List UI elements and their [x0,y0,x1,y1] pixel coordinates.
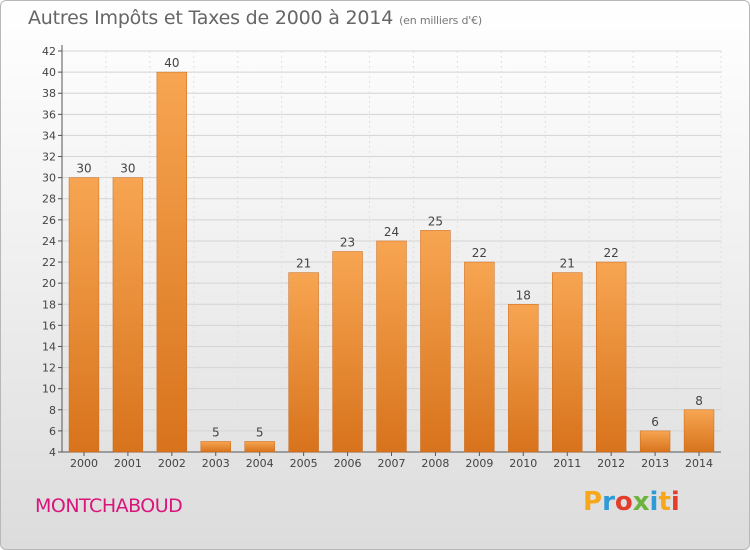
y-tick-label: 40 [42,66,56,79]
bar-2001 [112,177,144,453]
y-tick-label: 30 [42,172,56,185]
y-tick-label: 26 [42,214,56,227]
y-tick-label: 32 [42,151,56,164]
y-tick-label: 10 [42,383,56,396]
value-label-2006: 23 [340,236,355,250]
bar-2008 [420,230,451,453]
labels: 4 6 8 10 12 14 16 18 20 22 24 26 28 30 32 34 36 38 40 42 30 2… [42,45,713,470]
value-label-2011: 21 [560,257,575,271]
y-tick-label: 14 [42,340,56,353]
value-label-2001: 30 [120,162,135,176]
y-tick-label: 42 [42,45,56,58]
bar-2012 [595,261,627,453]
y-tick-label: 36 [42,108,56,121]
x-tick-label: 2000 [70,457,98,470]
logo-letter: P [583,487,603,517]
x-tick-label: 2005 [290,457,318,470]
value-label-2009: 22 [472,246,487,260]
bar-2011 [552,272,583,453]
bar-2003 [200,441,231,453]
y-tick-label: 6 [49,425,56,438]
y-tick-label: 20 [42,277,56,290]
x-tick-label: 2009 [465,457,493,470]
value-label-2004: 5 [256,425,264,439]
logo-letter: x [632,487,650,517]
x-tick-label: 2002 [158,457,186,470]
value-label-2008: 25 [428,214,443,228]
bar-2006 [332,251,363,453]
x-tick-label: 2004 [246,457,274,470]
x-tick-label: 2001 [114,457,142,470]
x-tick-label: 2007 [378,457,406,470]
y-tick-label: 16 [42,319,56,332]
y-tick-label: 34 [42,129,56,142]
value-label-2005: 21 [296,257,311,271]
bar-2000 [68,177,100,453]
value-label-2013: 6 [651,415,659,429]
x-tick-label: 2014 [685,457,713,470]
value-label-2014: 8 [695,394,703,408]
y-tick-label: 18 [42,298,56,311]
value-label-2007: 24 [384,225,399,239]
x-tick-label: 2011 [553,457,581,470]
bar-2013 [639,430,671,453]
commune-name: MONTCHABOUD [35,495,183,517]
value-label-2012: 22 [604,246,619,260]
y-tick-label: 12 [42,362,56,375]
y-tick-label: 8 [49,404,56,417]
bar-2009 [464,261,495,453]
logo-letter: t [658,487,671,517]
logo-letter: i [649,487,659,517]
x-tick-label: 2006 [334,457,362,470]
x-tick-label: 2010 [509,457,537,470]
bar-2010 [508,304,539,453]
x-tick-label: 2008 [421,457,449,470]
bar-2004 [244,441,275,453]
logo-letter: o [614,487,633,517]
logo-letter: i [670,487,680,517]
y-tick-label: 22 [42,256,56,269]
bar-2007 [376,240,407,453]
value-label-2003: 5 [212,425,220,439]
proxiti-logo[interactable]: Proxiti [583,487,680,517]
y-tick-label: 24 [42,235,56,248]
x-tick-label: 2013 [641,457,669,470]
chart-subtitle: (en milliers d'€) [399,14,482,27]
bar-2005 [288,272,319,453]
bar-2014 [683,409,715,453]
value-label-2002: 40 [164,56,179,70]
logo-letter: r [602,487,615,517]
y-tick-label: 4 [49,446,56,459]
x-tick-label: 2003 [202,457,230,470]
bar-2002 [156,71,188,453]
bars [68,71,715,453]
y-tick-label: 38 [42,87,56,100]
x-tick-label: 2012 [597,457,625,470]
value-label-2000: 30 [76,162,91,176]
value-label-2010: 18 [516,288,531,302]
y-tick-label: 28 [42,193,56,206]
chart-title: Autres Impôts et Taxes de 2000 à 2014 (en… [28,7,482,29]
chart-title-text: Autres Impôts et Taxes de 2000 à 2014 [28,7,394,29]
